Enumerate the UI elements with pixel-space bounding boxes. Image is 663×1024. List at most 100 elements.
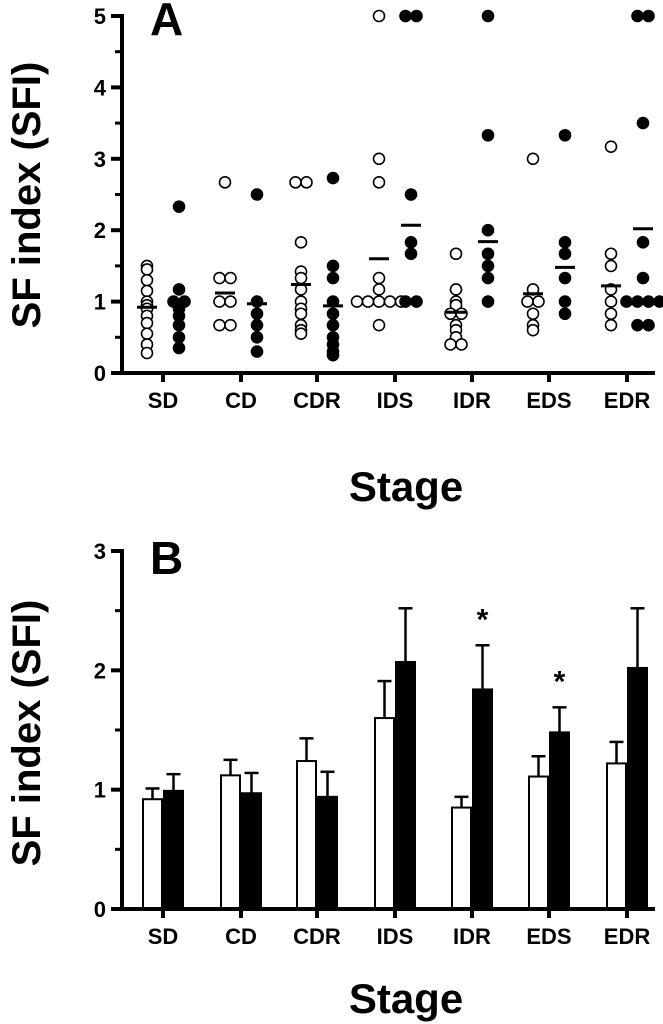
open-data-point: [350, 295, 364, 308]
filled-data-point: [326, 259, 340, 273]
open-data-point: [294, 236, 308, 249]
open-data-point: [604, 307, 618, 321]
open-data-point: [383, 295, 397, 308]
open-data-point: [140, 346, 154, 360]
filled-bar: [472, 688, 493, 911]
filled-data-point: [481, 295, 495, 308]
filled-data-point: [326, 318, 340, 332]
open-data-point: [372, 283, 386, 296]
filled-data-point: [636, 116, 650, 130]
panel-a-y-tick-label: 0: [94, 361, 106, 386]
filled-bar: [395, 660, 416, 910]
open-data-point: [372, 176, 386, 189]
filled-bar: [627, 666, 648, 910]
open-data-point: [289, 176, 302, 189]
open-data-point: [372, 318, 386, 332]
filled-data-point: [481, 271, 495, 285]
panel-a-x-tick-label: IDR: [453, 388, 491, 413]
open-data-point: [140, 263, 154, 276]
panel-b-y-tick-label: 2: [94, 658, 106, 683]
open-data-point: [372, 295, 386, 308]
panel-a-letter: A: [150, 0, 183, 45]
panel-b-x-tick-label: EDS: [526, 924, 571, 949]
open-data-point: [294, 327, 308, 341]
filled-data-point: [481, 247, 495, 261]
panel-b-y-tick-label: 3: [94, 539, 106, 564]
filled-data-point: [481, 9, 495, 23]
open-data-point: [604, 259, 618, 273]
filled-data-point: [326, 171, 340, 185]
open-data-point: [224, 271, 237, 285]
filled-data-point: [250, 188, 264, 201]
panel-b-y-tick-label: 1: [94, 778, 106, 803]
filled-data-point: [250, 307, 264, 321]
filled-data-point: [250, 295, 264, 308]
panel-b-x-tick-label: EDR: [604, 924, 651, 949]
filled-data-point: [558, 307, 572, 321]
filled-data-point: [172, 341, 186, 355]
panel-b-x-tick-label: CDR: [293, 924, 341, 949]
panel-a-xlabel: Stage: [349, 463, 463, 510]
open-data-point: [140, 316, 154, 330]
panel-b-letter: B: [150, 532, 183, 584]
open-data-point: [521, 295, 534, 308]
panel-b-x-tick-label: SD: [148, 924, 179, 949]
open-data-point: [526, 152, 540, 166]
open-data-point: [455, 338, 468, 351]
filled-data-point: [631, 9, 644, 23]
open-bar: [451, 806, 472, 910]
panel-a-y-tick-label: 3: [94, 147, 106, 172]
filled-data-point: [250, 330, 264, 344]
filled-bar: [549, 731, 570, 910]
open-data-point: [294, 307, 308, 321]
filled-data-point: [642, 295, 655, 308]
panel-a-x-tick-label: EDR: [604, 388, 651, 413]
open-bar: [374, 717, 395, 910]
panel-b-y-tick-label: 0: [94, 897, 106, 922]
filled-data-point: [631, 318, 644, 332]
filled-data-point: [172, 200, 186, 213]
open-data-point: [449, 283, 463, 296]
open-data-point: [449, 247, 463, 261]
open-data-point: [300, 176, 313, 189]
filled-data-point: [636, 236, 650, 249]
open-data-point: [213, 271, 226, 285]
filled-data-point: [631, 295, 644, 308]
filled-data-point: [404, 247, 418, 261]
open-data-point: [526, 323, 540, 337]
panel-a-y-tick-label: 2: [94, 218, 106, 243]
open-bar: [606, 762, 627, 910]
filled-data-point: [620, 295, 633, 308]
significance-marker: *: [554, 665, 566, 698]
panel-a: A SF index (SFI) Stage 0 1 2 3 4 5 SD CD CDR IDS I…: [5, 0, 663, 510]
filled-data-point: [172, 330, 186, 344]
filled-data-point: [481, 223, 495, 237]
open-data-point: [604, 295, 618, 308]
filled-data-point: [404, 188, 418, 201]
open-data-point: [218, 176, 232, 189]
panel-b-ylabel: SF index (SFI): [5, 600, 49, 867]
open-data-point: [526, 307, 540, 321]
open-data-point: [604, 318, 618, 332]
filled-data-point: [410, 9, 423, 23]
filled-bar: [241, 792, 262, 910]
filled-data-point: [399, 295, 412, 308]
filled-data-point: [558, 295, 572, 308]
panel-b-x-tick-label: IDR: [453, 924, 491, 949]
open-data-point: [372, 9, 386, 23]
filled-data-point: [172, 283, 186, 296]
filled-data-point: [399, 9, 412, 23]
bars: [142, 607, 648, 911]
filled-bar: [163, 789, 184, 910]
filled-data-point: [653, 295, 663, 308]
panel-a-x-tick-label: CDR: [293, 388, 341, 413]
significance-marker: *: [477, 603, 489, 636]
panel-a-y-tick-label: 4: [94, 75, 107, 100]
panel-a-x-tick-label: SD: [148, 388, 179, 413]
panel-b-x-tick-label: IDS: [377, 924, 414, 949]
filled-data-point: [404, 236, 418, 249]
open-data-point: [213, 295, 226, 308]
panel-b-xlabel: Stage: [349, 975, 463, 1022]
filled-data-point: [558, 247, 572, 261]
